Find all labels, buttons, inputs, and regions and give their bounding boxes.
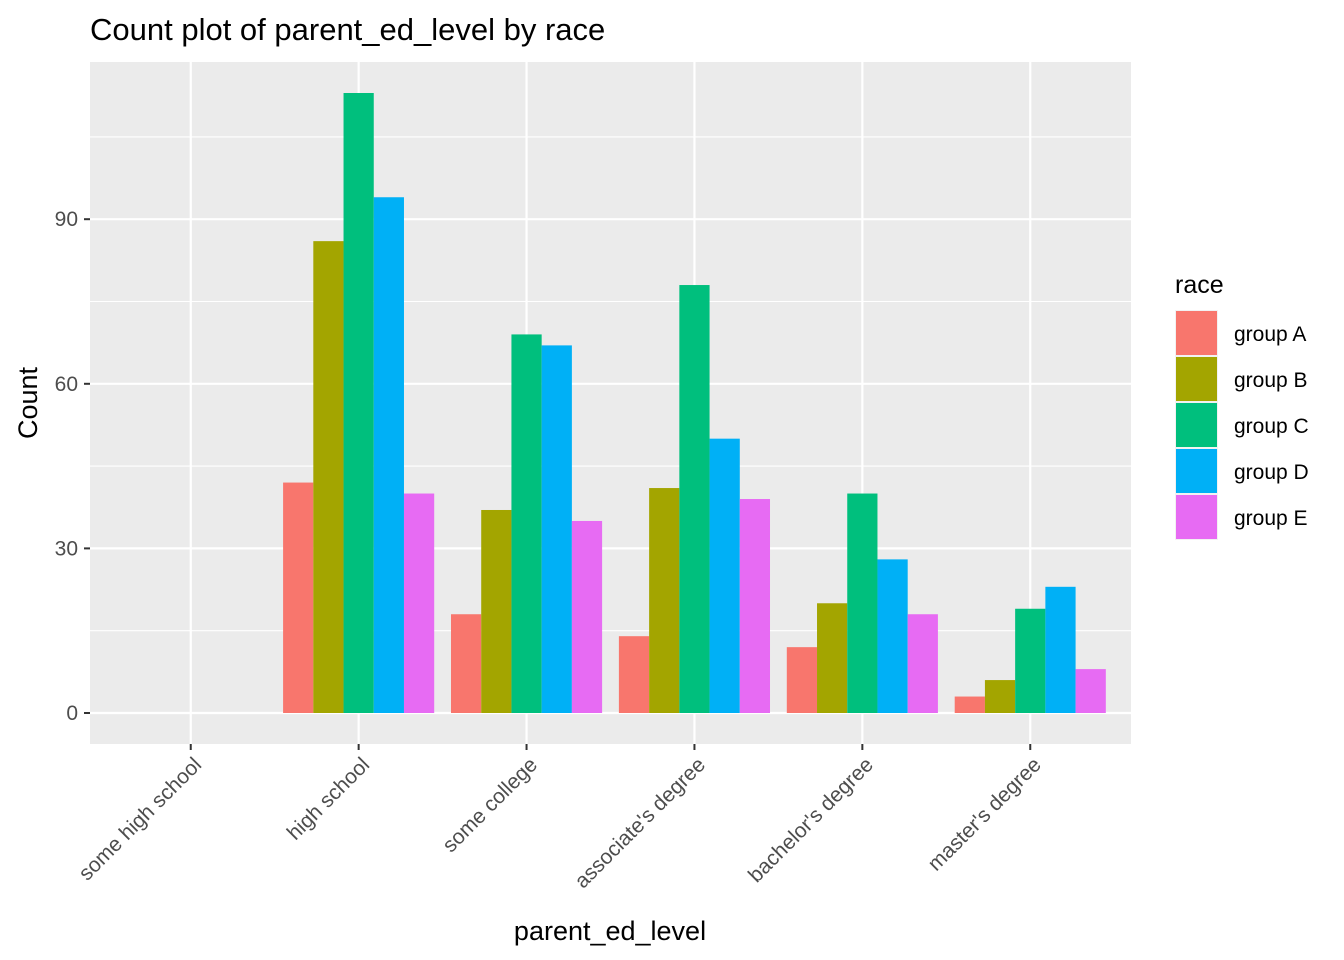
legend-item: group E	[1175, 494, 1308, 540]
x-axis-title: parent_ed_level	[514, 916, 706, 946]
bar	[1045, 586, 1076, 713]
bar	[618, 636, 650, 713]
bar	[571, 520, 603, 713]
x-tick-label: associate's degree	[570, 753, 710, 893]
legend-label: group B	[1234, 369, 1308, 392]
x-tick-label: some college	[438, 753, 542, 857]
bar	[847, 493, 878, 713]
plot-panel	[90, 62, 1131, 744]
y-tick-label: 60	[55, 373, 78, 396]
bar	[649, 488, 680, 713]
x-tick-label: bachelor's degree	[744, 753, 878, 887]
legend-label: group E	[1234, 507, 1308, 530]
chart-title: Count plot of parent_ed_level by race	[90, 12, 605, 47]
legend-label: group C	[1234, 415, 1309, 438]
bar	[817, 603, 848, 713]
bar	[954, 696, 985, 713]
legend-key	[1176, 449, 1217, 493]
bar	[511, 334, 542, 713]
legend: race group A group B group C group D group E	[1175, 271, 1309, 540]
bar	[343, 93, 374, 713]
bar	[1075, 669, 1106, 713]
legend-item: group D	[1175, 448, 1309, 494]
bar	[709, 438, 740, 713]
x-tick-label: master's degree	[924, 753, 1046, 875]
bar	[984, 680, 1016, 713]
x-tick-label: high school	[283, 753, 374, 844]
legend-items: group A group B group C group D group E	[1175, 310, 1309, 540]
bar	[450, 614, 482, 713]
y-tick-label: 0	[66, 702, 78, 725]
y-tick-label: 90	[55, 208, 78, 231]
bar	[739, 499, 771, 713]
y-axis-title: Count	[13, 366, 43, 439]
x-tick-label: some high school	[74, 753, 206, 885]
y-tick-label: 30	[55, 537, 78, 560]
legend-item: group A	[1175, 310, 1306, 356]
bar	[907, 614, 938, 713]
bar	[283, 482, 314, 713]
legend-title: race	[1175, 271, 1224, 299]
bar	[877, 559, 908, 713]
legend-label: group A	[1234, 323, 1306, 346]
bar	[786, 647, 818, 713]
legend-key	[1176, 495, 1217, 539]
bar	[541, 345, 572, 713]
y-axis: 0 30 60 90	[55, 208, 90, 725]
legend-key	[1176, 311, 1217, 355]
bar	[481, 509, 512, 713]
legend-label: group D	[1234, 461, 1309, 484]
bar	[373, 197, 404, 713]
bars	[283, 93, 1106, 713]
x-axis: some high school high school some college a…	[74, 744, 1046, 893]
legend-item: group C	[1175, 402, 1309, 448]
legend-key	[1176, 403, 1217, 447]
bar	[403, 493, 435, 713]
bar	[313, 241, 344, 713]
bar	[679, 285, 710, 713]
legend-key	[1176, 357, 1217, 401]
bar	[1015, 608, 1046, 713]
legend-item: group B	[1175, 356, 1308, 402]
